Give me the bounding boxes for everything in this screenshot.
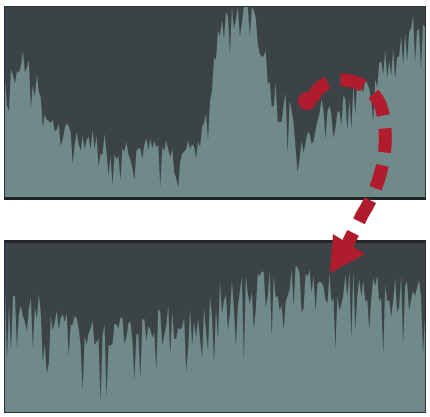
waveform-bottom-shape [5,265,425,412]
waveform-bottom [5,243,425,412]
waveform-track-top[interactable] [4,6,426,200]
waveform-top [5,7,425,197]
track-separator [4,200,426,240]
waveform-track-bottom[interactable] [4,240,426,413]
